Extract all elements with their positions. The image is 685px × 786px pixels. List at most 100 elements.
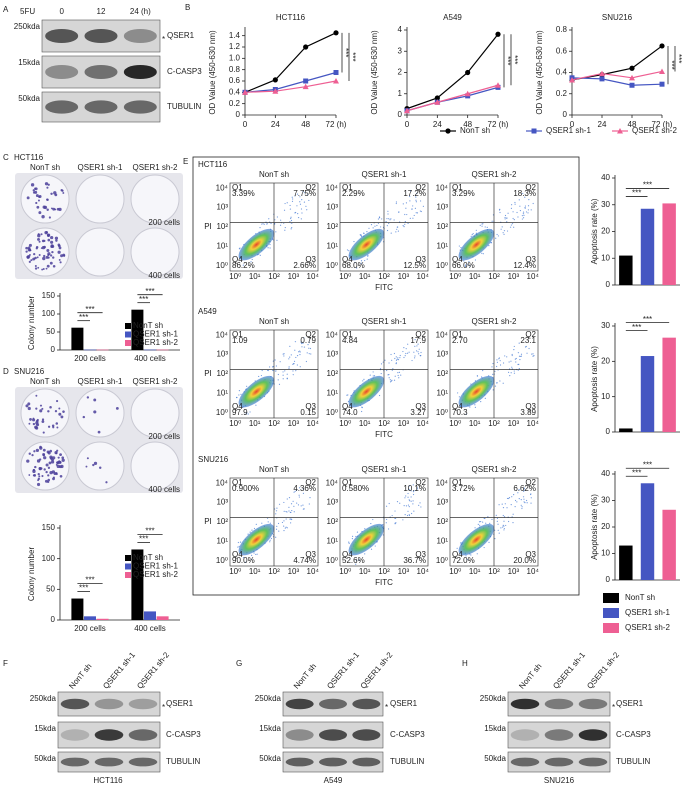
event-dot — [261, 223, 263, 225]
x-tick-label: 10³ — [508, 419, 520, 428]
quadrant-value: 36.7% — [403, 556, 426, 565]
colony — [33, 252, 36, 256]
event-dot — [404, 355, 406, 357]
x-tick-label: 400 cells — [134, 624, 166, 633]
event-dot — [289, 518, 291, 520]
event-dot — [523, 501, 525, 503]
event-dot — [518, 363, 520, 365]
significance-label: *** — [643, 315, 652, 324]
event-dot — [513, 345, 515, 348]
protein-label: QSER1 — [616, 699, 644, 708]
event-dot — [292, 374, 294, 376]
event-dot — [292, 500, 294, 502]
y-tick-label: 30 — [601, 496, 610, 505]
event-dot — [269, 539, 271, 541]
event-dot — [511, 368, 513, 370]
y-tick-label: 10¹ — [326, 241, 338, 250]
legend-swatch — [125, 340, 131, 346]
event-dot — [268, 218, 270, 220]
colony — [36, 205, 40, 209]
event-dot — [263, 223, 265, 225]
event-dot — [390, 353, 392, 356]
colony — [50, 245, 53, 248]
blot-band — [123, 28, 157, 44]
event-dot — [406, 514, 409, 517]
event-dot — [272, 369, 274, 371]
event-dot — [360, 262, 362, 264]
y-tick-label: 10⁰ — [436, 261, 448, 270]
colony — [45, 463, 49, 467]
y-tick-label: 40 — [601, 173, 610, 182]
event-dot — [384, 359, 386, 361]
colony — [52, 207, 56, 211]
y-tick-label: 0.8 — [229, 65, 241, 74]
y-tick-label: 10⁴ — [216, 330, 229, 339]
event-dot — [253, 552, 255, 554]
event-dot — [296, 364, 298, 366]
panel-label: G — [236, 659, 242, 668]
well — [75, 227, 125, 277]
colony — [34, 256, 37, 260]
event-dot — [284, 370, 286, 372]
event-dot — [390, 218, 392, 220]
quadrant-value: 97.9 — [232, 408, 248, 417]
event-dot — [497, 235, 500, 237]
event-dot — [509, 226, 512, 228]
quadrant-value: 3.39% — [232, 189, 255, 198]
event-dot — [524, 489, 526, 491]
colony — [42, 453, 46, 456]
event-dot — [280, 219, 282, 221]
colony — [56, 207, 60, 211]
event-dot — [522, 211, 525, 213]
event-dot — [522, 217, 525, 219]
colony — [25, 246, 28, 250]
colony — [37, 472, 40, 476]
event-dot — [474, 527, 476, 529]
event-dot — [385, 505, 388, 507]
colony — [30, 259, 33, 262]
event-dot — [309, 347, 312, 350]
colony — [56, 426, 59, 429]
event-dot — [532, 353, 534, 355]
column-label: QSER1 sh-1 — [78, 377, 123, 386]
x-tick-label: 10³ — [508, 272, 520, 281]
protein-label: C-CASP3 — [616, 730, 651, 739]
protein-label: TUBULIN — [390, 757, 424, 766]
row-label: 400 cells — [148, 485, 180, 494]
event-dot — [476, 375, 479, 377]
event-dot — [394, 375, 396, 377]
x-tick-label: 10⁰ — [449, 272, 461, 281]
colony — [26, 196, 30, 200]
x-tick-label: 24 — [433, 120, 442, 129]
event-dot — [354, 261, 356, 264]
y-tick-label: 10³ — [436, 203, 448, 212]
event-dot — [291, 200, 294, 202]
colony — [36, 482, 41, 487]
colony — [50, 235, 54, 240]
quadrant-name: Q4 — [452, 402, 463, 411]
event-dot — [523, 498, 525, 500]
point — [629, 74, 635, 81]
x-tick-label: 10⁴ — [527, 419, 540, 428]
colony — [32, 189, 36, 192]
event-dot — [290, 503, 293, 505]
event-dot — [351, 538, 353, 540]
event-dot — [518, 488, 520, 491]
blot-band — [510, 757, 540, 767]
bar — [71, 327, 84, 350]
event-dot — [408, 485, 410, 487]
significance-label: *** — [632, 189, 641, 198]
event-dot — [530, 502, 532, 504]
quadrant-name: Q1 — [342, 478, 353, 487]
colony — [46, 198, 49, 202]
bar — [84, 349, 96, 351]
event-dot — [465, 555, 467, 557]
x-tick-label: 10¹ — [249, 419, 261, 428]
density-blob — [238, 523, 275, 556]
event-dot — [251, 529, 253, 531]
y-tick-label: 20 — [601, 227, 610, 236]
event-dot — [308, 347, 310, 349]
event-dot — [391, 359, 393, 361]
event-dot — [398, 371, 401, 373]
quadrant-name: Q3 — [415, 255, 426, 264]
